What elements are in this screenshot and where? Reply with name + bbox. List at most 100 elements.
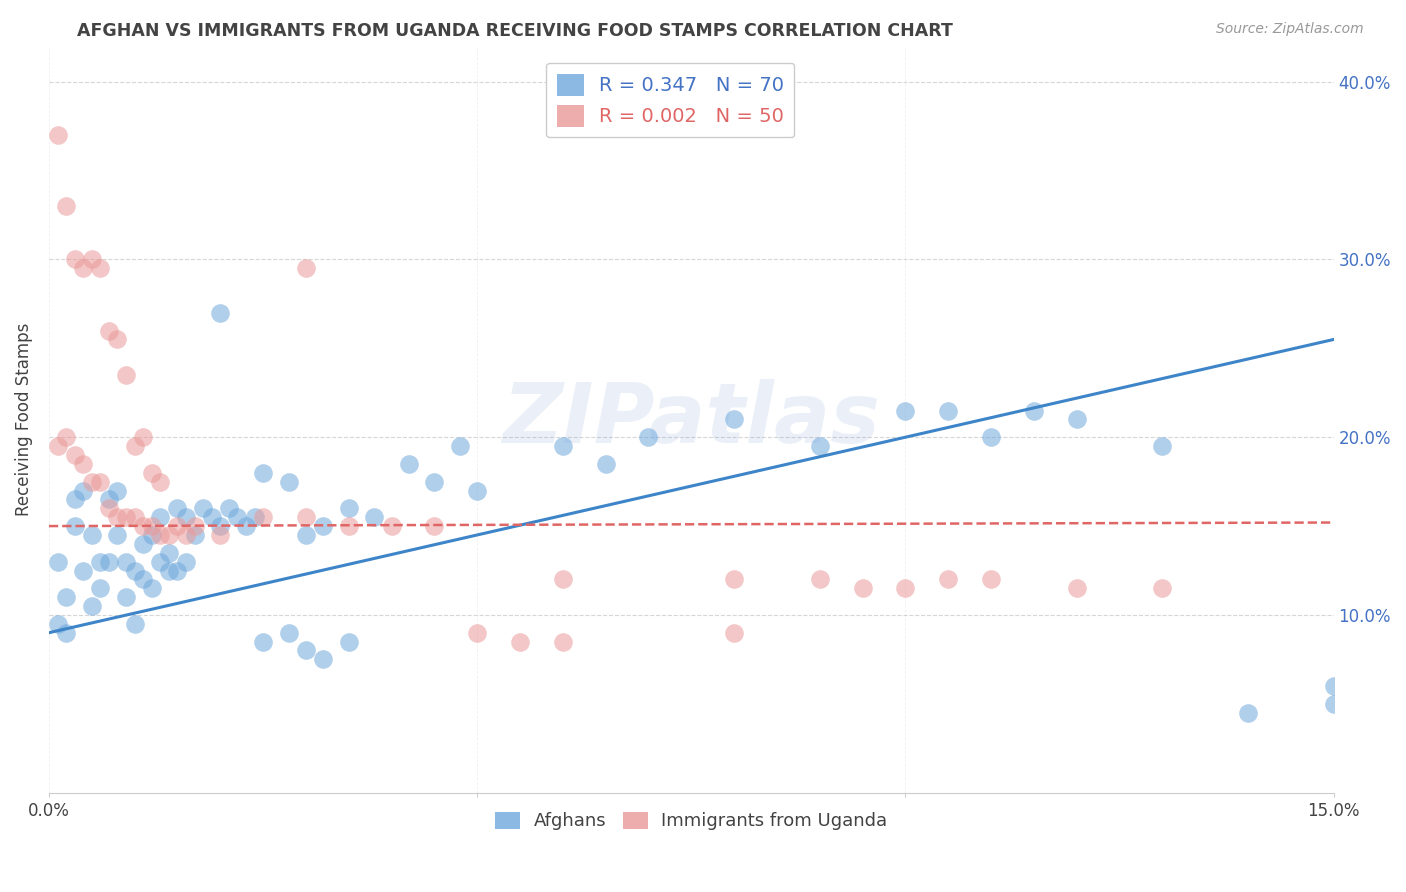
Point	[551, 573, 574, 587]
Point	[80, 528, 103, 542]
Point	[337, 519, 360, 533]
Point	[936, 573, 959, 587]
Legend: Afghans, Immigrants from Uganda: Afghans, Immigrants from Uganda	[489, 805, 894, 837]
Point	[423, 475, 446, 489]
Point	[1237, 706, 1260, 720]
Point	[277, 625, 299, 640]
Point	[1066, 412, 1088, 426]
Point	[1323, 697, 1346, 711]
Point	[551, 439, 574, 453]
Point	[209, 528, 232, 542]
Point	[509, 634, 531, 648]
Point	[551, 634, 574, 648]
Point	[89, 261, 111, 276]
Point	[149, 528, 172, 542]
Point	[63, 519, 86, 533]
Point	[115, 590, 138, 604]
Point	[295, 510, 318, 524]
Point	[337, 501, 360, 516]
Point	[808, 439, 831, 453]
Point	[183, 519, 205, 533]
Point	[80, 475, 103, 489]
Point	[1022, 403, 1045, 417]
Point	[166, 564, 188, 578]
Point	[46, 128, 69, 142]
Text: AFGHAN VS IMMIGRANTS FROM UGANDA RECEIVING FOOD STAMPS CORRELATION CHART: AFGHAN VS IMMIGRANTS FROM UGANDA RECEIVI…	[77, 22, 953, 40]
Point	[132, 573, 155, 587]
Point	[63, 492, 86, 507]
Point	[141, 528, 163, 542]
Point	[252, 510, 274, 524]
Point	[723, 625, 745, 640]
Point	[107, 528, 129, 542]
Point	[97, 492, 120, 507]
Point	[226, 510, 249, 524]
Point	[723, 573, 745, 587]
Point	[115, 510, 138, 524]
Point	[183, 528, 205, 542]
Point	[141, 581, 163, 595]
Point	[89, 475, 111, 489]
Point	[141, 519, 163, 533]
Point	[337, 634, 360, 648]
Point	[201, 510, 224, 524]
Point	[89, 581, 111, 595]
Point	[72, 564, 94, 578]
Point	[243, 510, 266, 524]
Point	[72, 457, 94, 471]
Point	[115, 555, 138, 569]
Point	[80, 599, 103, 613]
Point	[894, 403, 917, 417]
Point	[107, 510, 129, 524]
Point	[166, 519, 188, 533]
Point	[55, 430, 77, 444]
Point	[894, 581, 917, 595]
Point	[72, 483, 94, 498]
Point	[1323, 679, 1346, 693]
Text: Source: ZipAtlas.com: Source: ZipAtlas.com	[1216, 22, 1364, 37]
Point	[157, 546, 180, 560]
Point	[46, 555, 69, 569]
Point	[174, 528, 197, 542]
Point	[363, 510, 385, 524]
Point	[115, 368, 138, 382]
Point	[980, 573, 1002, 587]
Point	[124, 616, 146, 631]
Point	[174, 510, 197, 524]
Point	[235, 519, 257, 533]
Point	[166, 501, 188, 516]
Point	[252, 466, 274, 480]
Point	[277, 475, 299, 489]
Point	[97, 501, 120, 516]
Point	[55, 625, 77, 640]
Point	[465, 625, 488, 640]
Point	[157, 528, 180, 542]
Point	[312, 652, 335, 666]
Point	[132, 537, 155, 551]
Point	[107, 333, 129, 347]
Point	[141, 466, 163, 480]
Point	[55, 199, 77, 213]
Y-axis label: Receiving Food Stamps: Receiving Food Stamps	[15, 323, 32, 516]
Point	[97, 555, 120, 569]
Point	[149, 555, 172, 569]
Point	[465, 483, 488, 498]
Point	[132, 430, 155, 444]
Point	[132, 519, 155, 533]
Point	[218, 501, 240, 516]
Point	[1152, 581, 1174, 595]
Point	[157, 564, 180, 578]
Point	[89, 555, 111, 569]
Point	[124, 510, 146, 524]
Point	[852, 581, 875, 595]
Point	[398, 457, 420, 471]
Point	[252, 634, 274, 648]
Point	[423, 519, 446, 533]
Point	[46, 616, 69, 631]
Point	[72, 261, 94, 276]
Point	[55, 590, 77, 604]
Point	[936, 403, 959, 417]
Point	[46, 439, 69, 453]
Point	[380, 519, 402, 533]
Point	[295, 261, 318, 276]
